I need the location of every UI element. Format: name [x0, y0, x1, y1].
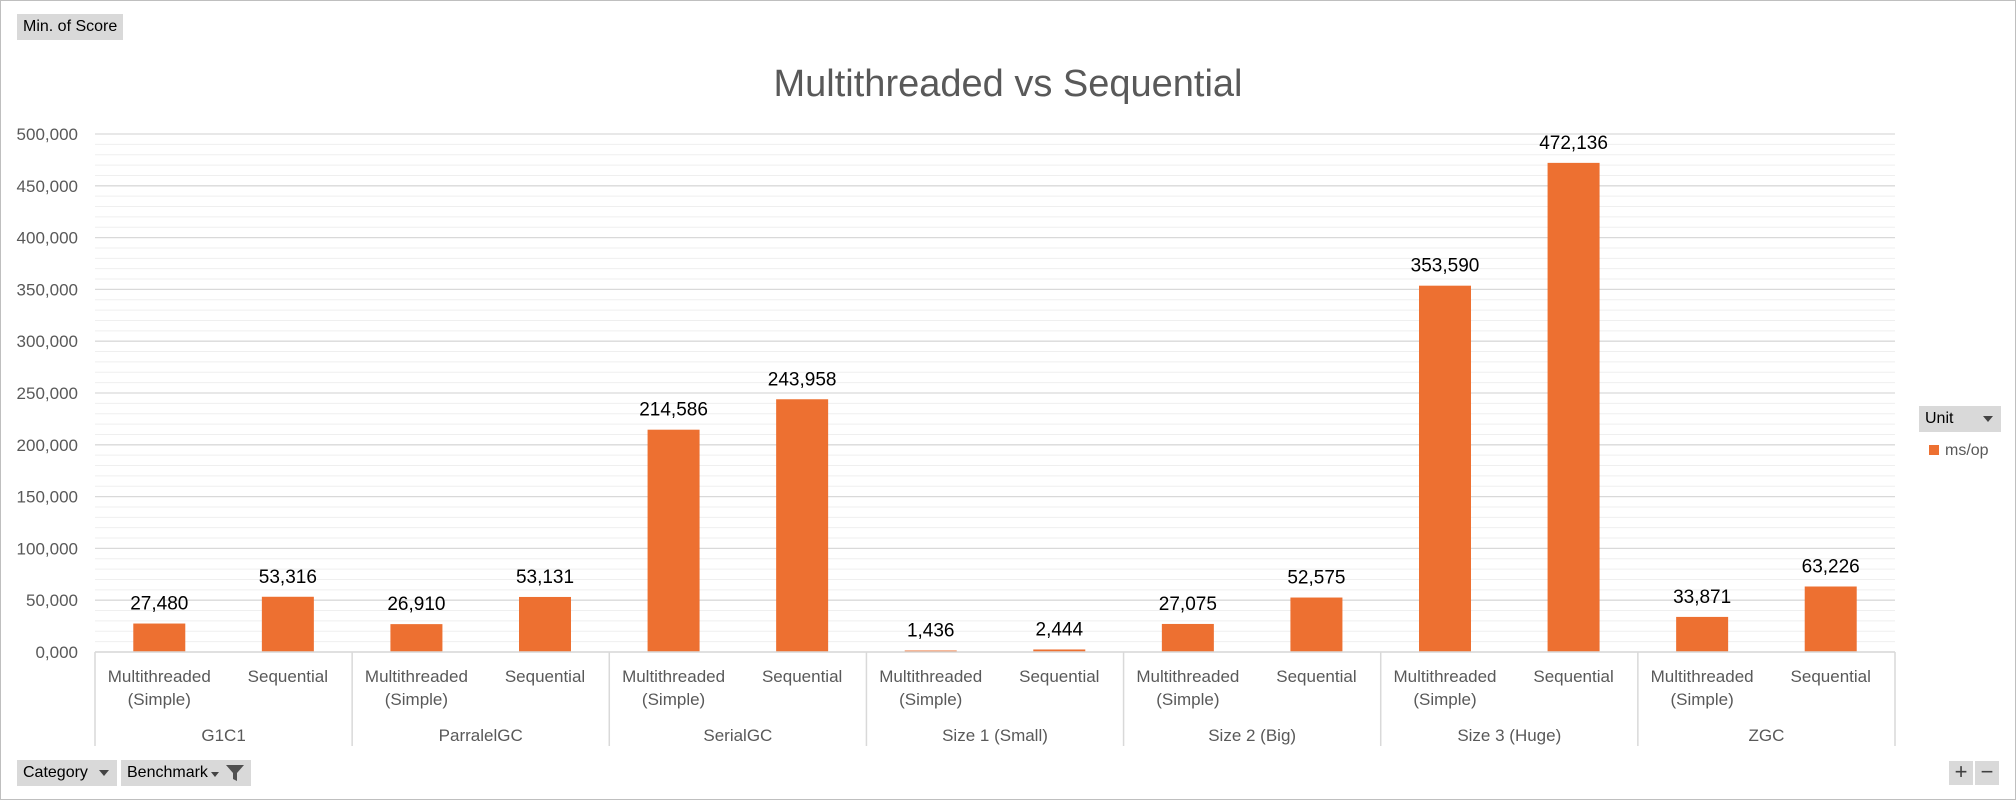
group-label: Size 2 (Big)	[1208, 726, 1296, 745]
y-tick-label: 200,000	[17, 436, 78, 455]
legend-entry: ms/op	[1945, 442, 1989, 459]
group-label: Size 1 (Small)	[942, 726, 1048, 745]
filter-icon	[226, 765, 244, 781]
bar	[1676, 616, 1729, 652]
benchmark-field-label: Benchmark	[127, 764, 208, 781]
bar	[1419, 285, 1471, 652]
bar	[1547, 162, 1600, 652]
bar	[1804, 586, 1857, 652]
legend-swatch	[1929, 445, 1939, 455]
y-tick-label: 450,000	[17, 177, 78, 196]
x-axis: Multithreaded (Simple) Sequential G1C1 Multi…	[94, 651, 1896, 746]
bar	[1161, 623, 1214, 652]
bar	[647, 429, 700, 652]
data-label: 353,590	[1411, 256, 1480, 277]
y-tick-label: 100,000	[17, 539, 78, 558]
data-label: 243,958	[768, 369, 837, 390]
y-tick-label: 300,000	[17, 332, 78, 351]
y-axis: 0,000 50,000 100,000 150,000 200,000 250,000 3…	[17, 125, 78, 662]
plus-icon: +	[1954, 759, 1968, 784]
group-label: ParralelGC	[439, 726, 523, 745]
data-label: 472,136	[1539, 133, 1608, 154]
chevron-down-icon	[1983, 416, 1993, 422]
data-label: 33,871	[1673, 587, 1731, 608]
data-label: 27,480	[130, 594, 188, 615]
data-label: 53,316	[259, 567, 317, 588]
bar	[133, 623, 186, 652]
bars	[133, 162, 1857, 652]
data-label: 1,436	[907, 621, 955, 642]
chevron-down-icon	[99, 770, 109, 776]
bar	[519, 596, 571, 652]
group-label: Size 3 (Huge)	[1457, 726, 1561, 745]
data-labels: 27,480 53,316 26,910 53,131 214,586 243,958 1,…	[130, 133, 1860, 642]
bar	[390, 624, 443, 652]
category-label: Sequential	[248, 667, 328, 686]
y-tick-label: 500,000	[17, 125, 78, 144]
bar	[1290, 597, 1343, 652]
data-label: 53,131	[516, 567, 574, 588]
legend-field-button[interactable]: Unit	[1919, 406, 2001, 432]
group-label: G1C1	[201, 726, 245, 745]
data-label: 26,910	[387, 594, 445, 615]
legend: ms/op	[1929, 442, 1989, 459]
category-label: Sequential	[1019, 667, 1099, 686]
y-tick-label: 400,000	[17, 229, 78, 248]
category-label: Sequential	[1791, 667, 1871, 686]
category-label: Multithreaded (Simple)	[1393, 667, 1496, 709]
category-field-label: Category	[23, 764, 88, 781]
bar	[1033, 649, 1086, 652]
chevron-down-icon	[211, 772, 219, 777]
data-label: 63,226	[1802, 556, 1860, 577]
y-tick-label: 350,000	[17, 280, 78, 299]
bar	[776, 399, 829, 652]
category-field-button[interactable]: Category	[17, 760, 117, 786]
zoom-out-button[interactable]: −	[1975, 761, 1999, 785]
value-field-button[interactable]: Min. of Score	[17, 14, 124, 40]
category-label: Multithreaded (Simple)	[622, 667, 725, 709]
y-tick-label: 250,000	[17, 384, 78, 403]
zoom-in-button[interactable]: +	[1949, 761, 1973, 785]
group-label: SerialGC	[703, 726, 772, 745]
major-gridlines	[95, 133, 1895, 653]
category-label: Multithreaded (Simple)	[1136, 667, 1239, 709]
value-field-label: Min. of Score	[23, 18, 118, 35]
category-label: Multithreaded (Simple)	[879, 667, 982, 709]
chart-title: Multithreaded vs Sequential	[774, 63, 1243, 105]
category-label: Sequential	[505, 667, 585, 686]
category-label: Multithreaded (Simple)	[1651, 667, 1754, 709]
data-label: 27,075	[1159, 594, 1217, 615]
y-tick-label: 150,000	[17, 488, 78, 507]
bar	[261, 596, 314, 652]
group-label: ZGC	[1748, 726, 1784, 745]
legend-field-label: Unit	[1925, 410, 1954, 427]
benchmark-field-button[interactable]: Benchmark	[121, 760, 251, 786]
data-label: 52,575	[1287, 568, 1345, 589]
minus-icon: −	[1980, 759, 1994, 784]
category-label: Sequential	[1533, 667, 1613, 686]
category-label: Sequential	[762, 667, 842, 686]
data-label: 214,586	[639, 400, 708, 421]
data-label: 2,444	[1036, 619, 1084, 640]
y-tick-label: 50,000	[26, 591, 78, 610]
category-label: Multithreaded (Simple)	[108, 667, 211, 709]
category-label: Sequential	[1276, 667, 1356, 686]
category-label: Multithreaded (Simple)	[365, 667, 468, 709]
y-tick-label: 0,000	[35, 643, 78, 662]
